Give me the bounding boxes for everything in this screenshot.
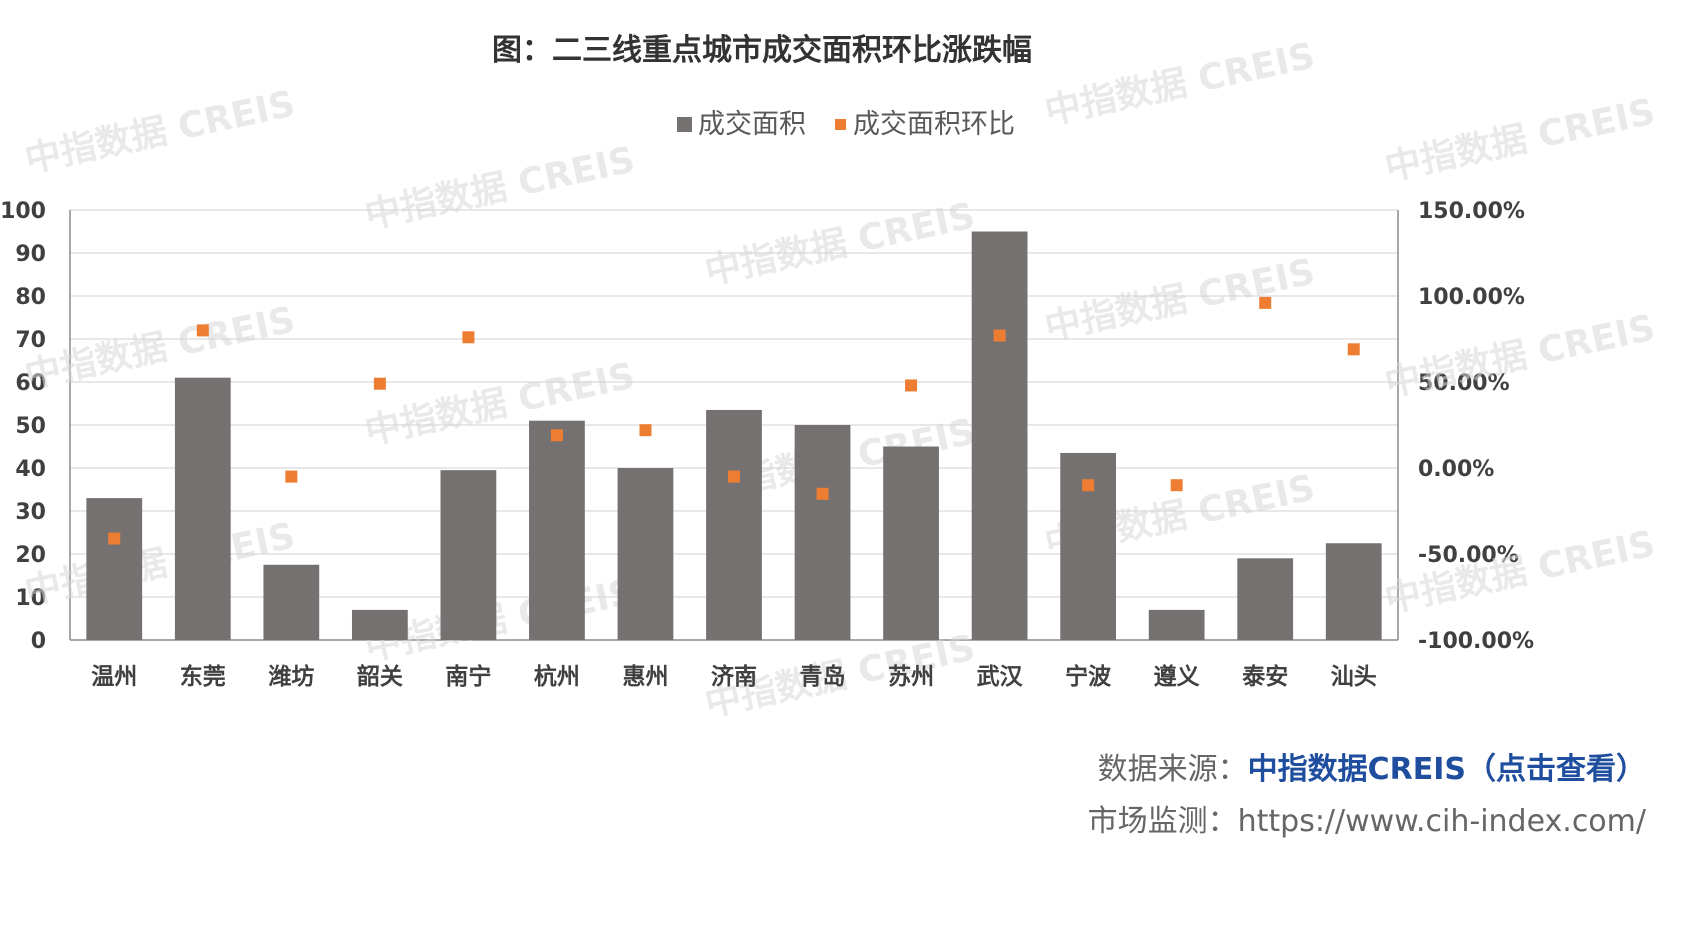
ratio-point <box>550 429 563 442</box>
ratio-point <box>1347 343 1360 356</box>
x-category-label: 南宁 <box>445 663 491 690</box>
ratio-point <box>285 470 298 483</box>
ratio-point <box>728 470 740 483</box>
x-category-label: 遵义 <box>1154 663 1200 690</box>
bar <box>971 231 1028 640</box>
monitor-url[interactable]: https://www.cih-index.com/ <box>1237 804 1646 839</box>
bar <box>883 446 939 640</box>
x-category-label: 温州 <box>91 664 137 690</box>
watermark: 中指数据 CREIS <box>1381 92 1658 189</box>
ratio-point <box>108 532 121 545</box>
y-left-tick-label: 0 <box>31 629 46 654</box>
y-right-tick-label: 50.00% <box>1418 371 1510 396</box>
y-right-tick-label: -50.00% <box>1418 543 1519 568</box>
bar <box>86 498 143 640</box>
watermark: 中指数据 CREIS <box>1381 524 1658 621</box>
chart-title: 图：二三线重点城市成交面积环比涨跌幅 <box>492 33 1032 68</box>
watermark: 中指数据 CREIS <box>361 140 638 237</box>
watermark: 中指数据 CREIS <box>1041 36 1318 133</box>
y-left-tick-label: 80 <box>15 285 46 310</box>
watermark: 中指数据 CREIS <box>21 516 298 613</box>
bar <box>529 420 585 640</box>
ratio-point <box>373 377 386 390</box>
y-left-tick-label: 10 <box>15 586 46 611</box>
ratio-point <box>905 379 918 392</box>
legend-label-area: 成交面积 <box>698 109 806 140</box>
y-left-tick-label: 40 <box>15 457 46 482</box>
x-category-label: 泰安 <box>1241 663 1288 690</box>
bar <box>174 377 231 640</box>
watermark: 中指数据 CREIS <box>361 356 638 453</box>
y-left-tick-label: 70 <box>15 328 46 353</box>
bar <box>440 470 497 640</box>
ratio-point <box>1170 479 1183 492</box>
bar <box>617 468 674 640</box>
ratio-point <box>993 329 1006 342</box>
legend-swatch-ratio <box>835 119 846 130</box>
y-right-tick-label: 0.00% <box>1418 457 1494 482</box>
x-category-label: 汕头 <box>1331 664 1377 690</box>
x-category-label: 济南 <box>711 663 757 690</box>
x-category-label: 青岛 <box>800 663 846 690</box>
y-left-tick-label: 30 <box>15 500 46 525</box>
bar <box>1148 609 1205 640</box>
x-category-label: 东莞 <box>180 663 226 690</box>
y-right-tick-label: 150.00% <box>1418 199 1525 224</box>
y-left-tick-label: 60 <box>15 371 46 396</box>
y-left-tick-label: 100 <box>0 199 46 224</box>
monitor-label: 市场监测： <box>1087 804 1238 839</box>
x-category-label: 潍坊 <box>268 663 314 690</box>
x-category-label: 韶关 <box>357 663 403 690</box>
y-right-tick-label: 100.00% <box>1418 285 1525 310</box>
ratio-point <box>816 487 829 500</box>
y-left-tick-label: 90 <box>15 242 46 267</box>
ratio-point <box>1082 479 1095 492</box>
legend-swatch-area <box>677 117 692 132</box>
bar <box>794 425 851 640</box>
x-category-label: 宁波 <box>1065 663 1112 690</box>
watermark: 中指数据 CREIS <box>21 84 298 181</box>
bar <box>706 409 762 640</box>
monitor-line: 市场监测：https://www.cih-index.com/ <box>1088 796 1646 840</box>
y-left-tick-label: 20 <box>15 543 46 568</box>
watermark: 中指数据 CREIS <box>1041 252 1318 349</box>
x-category-label: 惠州 <box>622 664 668 690</box>
bar <box>1325 543 1382 640</box>
ratio-point <box>639 424 652 437</box>
y-left-tick-label: 50 <box>15 414 46 439</box>
watermark: 中指数据 CREIS <box>1381 308 1658 405</box>
source-label: 数据来源： <box>1097 752 1248 787</box>
x-category-label: 武汉 <box>977 664 1024 690</box>
bar <box>263 564 320 640</box>
bar <box>1237 558 1294 640</box>
ratio-point <box>462 331 475 344</box>
y-right-tick-label: -100.00% <box>1418 629 1534 654</box>
source-link[interactable]: 中指数据CREIS（点击查看） <box>1247 752 1646 787</box>
legend-label-ratio: 成交面积环比 <box>853 109 1015 140</box>
bar <box>351 609 408 640</box>
x-category-label: 苏州 <box>888 664 934 690</box>
x-category-label: 杭州 <box>534 663 580 690</box>
ratio-point <box>1259 296 1272 309</box>
ratio-point <box>196 324 209 337</box>
source-line: 数据来源：中指数据CREIS（点击查看） <box>1098 744 1646 788</box>
